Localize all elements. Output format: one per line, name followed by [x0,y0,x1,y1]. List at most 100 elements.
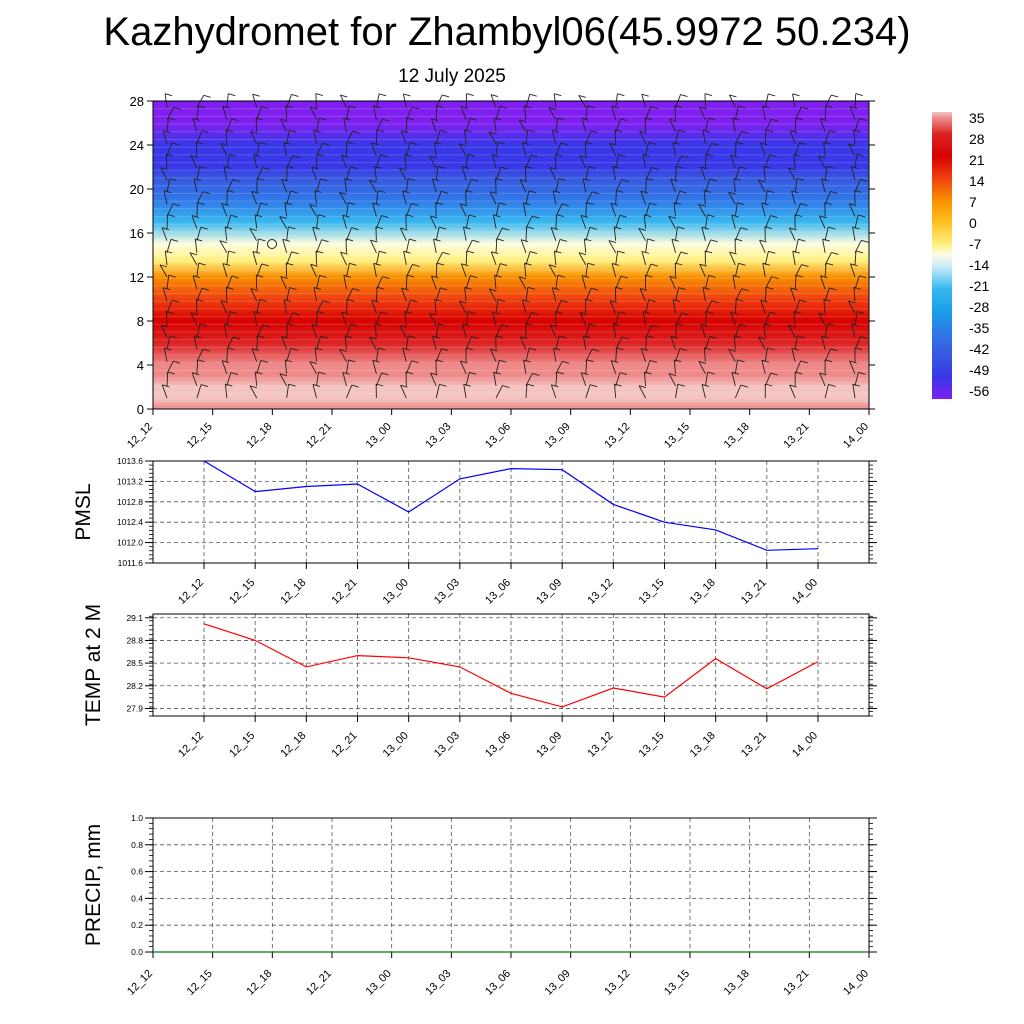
wind-barb [339,192,347,205]
wind-barb-flag [259,141,267,145]
wind-barb-flag [855,93,863,97]
x-tick-label: 13_15 [637,730,667,760]
wind-barb [764,129,767,144]
wind-barb-flag [344,335,353,339]
wind-barb [465,336,472,350]
wind-barb [195,141,198,157]
wind-barb-flag [554,250,562,254]
wind-barb-flag [463,226,471,230]
wind-barb-flag [548,264,557,268]
wind-barb [346,105,350,120]
wind-barb-flag [788,324,796,328]
wind-barb [791,348,796,362]
wind-barb-flag [227,347,235,351]
wind-barb [399,325,407,338]
wind-barb [853,287,856,302]
wind-barb-flag [352,288,360,292]
y-tick-label: 0.6 [131,867,143,877]
wind-barb [792,251,796,265]
x-tick-label: 13_06 [483,730,513,760]
x-tick-label: 14_00 [790,730,820,760]
wind-barb [822,238,826,253]
wind-barb [495,385,503,399]
wind-barb-flag [227,189,235,193]
y-tick-label: 29.1 [126,613,143,623]
wind-barb [282,239,288,253]
wind-barb-flag [349,105,357,109]
wind-barb [286,312,294,326]
wind-barb-flag [202,348,211,352]
wind-barb [758,337,766,350]
wind-barb [286,130,290,144]
wind-barb [286,190,291,205]
wind-barb [465,154,469,169]
wind-barb-flag [189,252,198,256]
wind-barb-flag [203,94,211,98]
wind-barb [375,287,378,302]
wind-barb-flag [531,215,540,219]
wind-barb [311,324,317,338]
wind-barb [585,166,590,181]
wind-barb-flag [558,178,566,182]
wind-barb-flag [708,117,716,121]
wind-barb-flag [530,154,539,158]
wind-barb [732,117,736,132]
wind-barb [370,239,377,253]
wind-barb [225,129,228,144]
wind-barb-flag [283,141,291,145]
x-tick-label: 13_18 [688,577,718,607]
wind-barb-flag [228,93,236,97]
wind-barb-flag [171,299,180,303]
wind-barb-flag [291,251,299,255]
wind-barb [251,191,258,205]
wind-barb [525,373,533,387]
wind-barb [312,227,317,241]
wind-barb [764,119,772,132]
wind-barb-flag [406,117,414,121]
wind-barb-flag [858,214,866,218]
wind-barb [314,190,318,205]
wind-barb [494,275,497,290]
wind-barb-flag [670,335,679,339]
colorbar [932,112,952,399]
wind-barb [316,300,324,314]
wind-barb [316,275,320,290]
wind-barb-flag [828,226,836,230]
wind-barb [585,191,593,205]
wind-barb [458,143,467,157]
wind-barb-flag [346,141,355,145]
wind-barb-flag [468,214,477,218]
wind-barb-flag [668,373,677,376]
wind-barb-flag [706,153,714,157]
wind-barb-flag [459,300,467,304]
wind-barb [645,167,653,181]
wind-barb [645,335,648,350]
wind-barb-flag [529,93,537,97]
wind-barb-flag [255,371,263,375]
x-tick-label: 14_00 [790,577,820,607]
wind-barb-flag [466,250,474,254]
x-tick-label: 12_18 [244,968,274,998]
heatmap-x-tick-label: 13_09 [543,421,573,451]
heatmap-x-tick-label: 13_15 [662,421,692,451]
wind-barb-flag [732,117,740,121]
wind-barb [166,300,173,314]
wind-barb-flag [170,238,178,242]
wind-barb-flag [407,177,416,181]
wind-barb [192,275,198,290]
wind-barb-flag [198,262,206,266]
wind-barb [465,118,471,132]
wind-barb [669,276,676,290]
wind-barb [196,105,199,120]
wind-barb-flag [674,359,682,363]
wind-barb [433,238,437,253]
wind-barb [642,311,647,326]
wind-barb [555,214,558,229]
wind-barb [555,275,559,290]
wind-barb-flag [221,360,230,364]
wind-barb-flag [728,348,736,352]
wind-barb [580,372,587,387]
wind-barb-flag [590,287,599,291]
wind-barb-flag [497,141,505,145]
